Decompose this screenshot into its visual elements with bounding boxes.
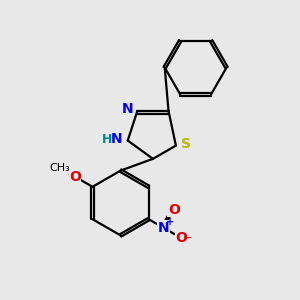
Text: O: O bbox=[168, 203, 180, 217]
Text: N: N bbox=[121, 101, 133, 116]
Text: N: N bbox=[111, 132, 122, 146]
Text: N: N bbox=[158, 221, 169, 235]
Text: +: + bbox=[166, 218, 174, 227]
Text: O: O bbox=[70, 170, 81, 184]
Text: O: O bbox=[175, 231, 187, 245]
Text: H: H bbox=[102, 133, 112, 146]
Text: S: S bbox=[181, 137, 191, 151]
Text: −: − bbox=[183, 233, 192, 243]
Text: CH₃: CH₃ bbox=[50, 163, 70, 173]
